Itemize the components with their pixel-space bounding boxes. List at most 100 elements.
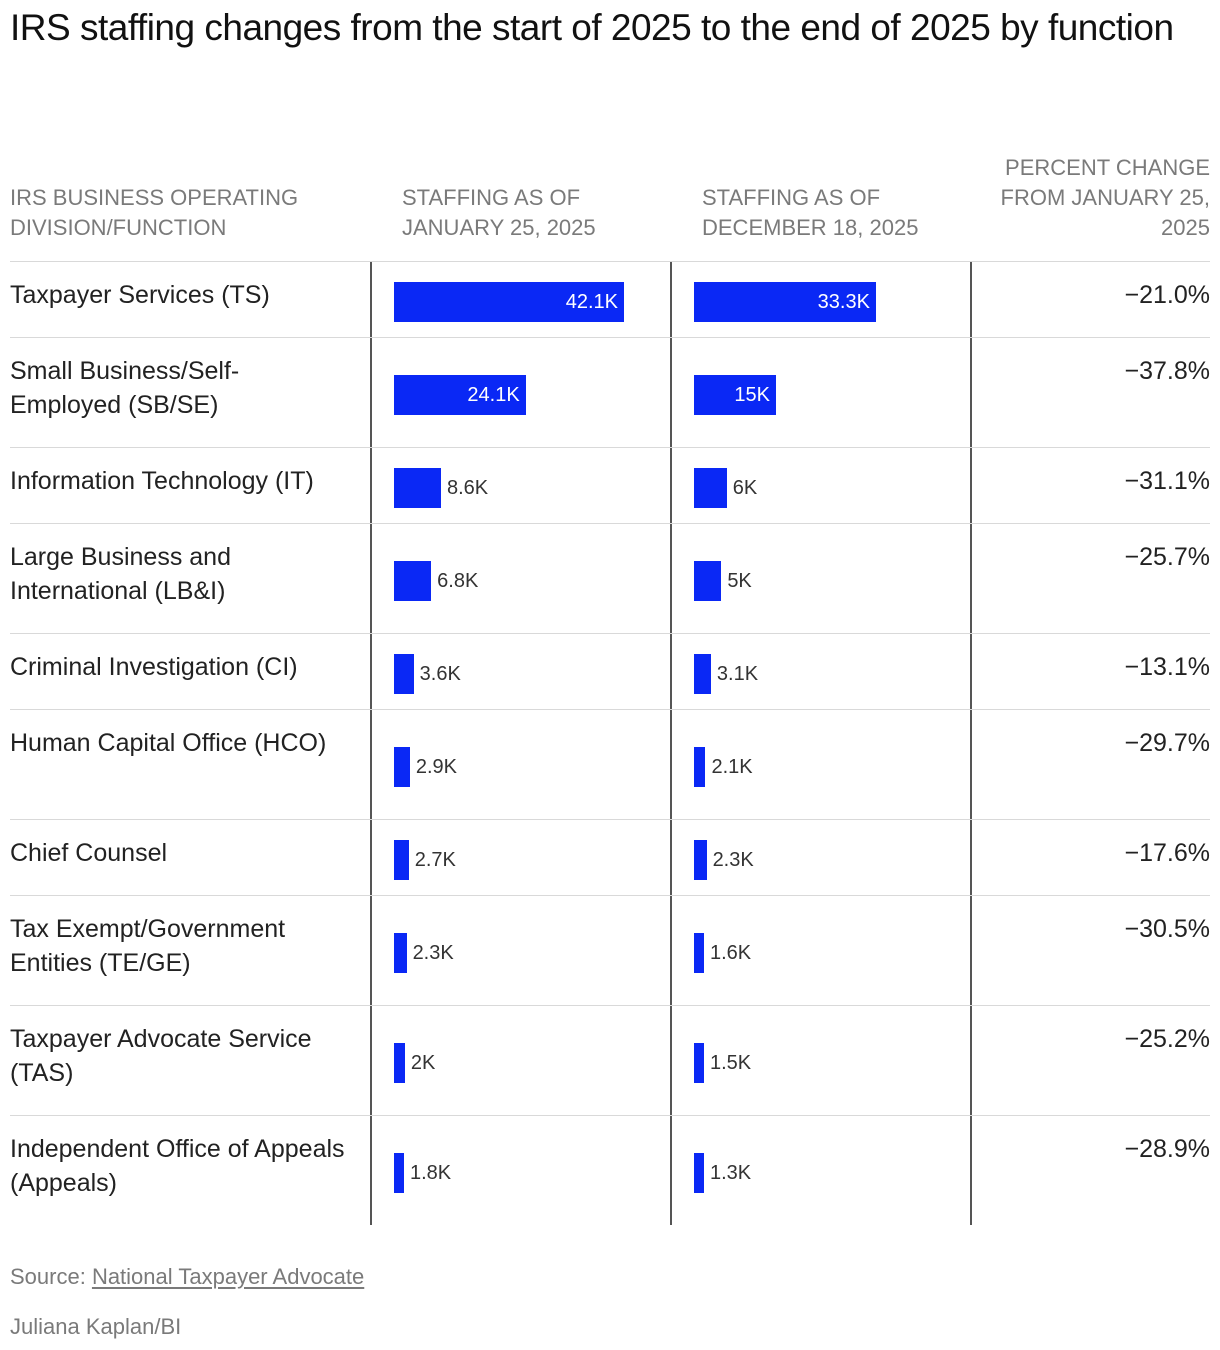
dec-staffing-label: 1.6K [710,942,752,964]
column-divider [970,262,972,337]
source-link[interactable]: National Taxpayer Advocate [91,1264,365,1289]
table-row: Independent Office of Appeals (Appeals) 1… [10,1115,1210,1225]
jan-staffing-bar [394,840,409,880]
jan-staffing-label: 24.1K [467,384,520,406]
jan-staffing-label: 2.7K [414,849,456,871]
table-row: Taxpayer Advocate Service (TAS) 2K 1.5K −25… [10,1005,1210,1115]
table-row: Human Capital Office (HCO) 2.9K 2.1K −29.7% [10,709,1210,819]
dec-staffing-bar [694,747,706,787]
jan-staffing-label: 6.8K [437,570,479,592]
column-divider [970,1006,972,1115]
percent-change: −31.1% [1124,467,1211,495]
column-divider [370,448,372,523]
jan-staffing-label: 3.6K [419,663,461,685]
function-name: Independent Office of Appeals (Appeals) [10,1135,345,1197]
column-divider [970,1116,972,1225]
table-row: Small Business/Self-Employed (SB/SE) 24.1… [10,337,1210,447]
jan-staffing-bar [394,1043,405,1083]
column-divider [370,262,372,337]
jan-staffing-label: 2K [410,1052,436,1074]
table-row: Tax Exempt/Government Entities (TE/GE) 2.… [10,895,1210,1005]
table-row: Criminal Investigation (CI) 3.6K 3.1K −13.1… [10,633,1210,709]
column-divider [970,524,972,633]
dec-staffing-bar [694,840,707,880]
jan-staffing-bar [394,561,432,601]
dec-staffing-label: 3.1K [716,663,759,685]
jan-staffing-bar [394,282,624,322]
column-divider [970,634,972,709]
jan-staffing-bar [394,375,526,415]
percent-change: −25.2% [1124,1025,1211,1053]
dec-staffing-bar [694,1153,704,1193]
column-divider [670,448,672,523]
dec-staffing-label: 2.3K [712,849,754,871]
dec-staffing-bar [694,561,722,601]
dec-staffing-bar [694,1043,704,1083]
column-header-january: STAFFING AS OF JANUARY 25, 2025 [402,185,596,240]
function-name: Human Capital Office (HCO) [10,729,327,757]
column-divider [970,338,972,447]
column-divider [970,710,972,819]
column-divider [670,1006,672,1115]
dec-staffing-bar [694,933,704,973]
table-row: Chief Counsel 2.7K 2.3K −17.6% [10,819,1210,895]
source-note: Source: National Taxpayer Advocate [10,1262,364,1292]
column-divider [670,1116,672,1225]
column-divider [670,338,672,447]
function-name: Chief Counsel [10,839,168,867]
staffing-table: Taxpayer Services (TS) 42.1K 33.3K −21.0% Sm… [10,261,1210,1225]
column-divider [370,710,372,819]
jan-staffing-bar [394,654,414,694]
chart-title: IRS staffing changes from the start of 2… [10,7,1174,48]
column-divider [970,896,972,1005]
credit-line: Juliana Kaplan/BI [10,1314,182,1339]
dec-staffing-label: 6K [732,477,758,499]
function-name: Small Business/Self-Employed (SB/SE) [10,357,240,419]
table-row: Information Technology (IT) 8.6K 6K −31.1% [10,447,1210,523]
dec-staffing-bar [694,282,876,322]
percent-change: −17.6% [1124,839,1211,867]
dec-staffing-label: 1.5K [710,1052,752,1074]
dec-staffing-label: 33.3K [817,291,870,313]
dec-staffing-label: 5K [727,570,752,592]
jan-staffing-label: 1.8K [410,1162,452,1184]
function-name: Taxpayer Advocate Service (TAS) [10,1025,312,1087]
table-row: Large Business and International (LB&I) 6… [10,523,1210,633]
percent-change: −28.9% [1124,1135,1211,1163]
column-divider [370,524,372,633]
dec-staffing-label: 2.1K [711,756,753,778]
dec-staffing-bar [694,375,776,415]
dec-staffing-label: 1.3K [710,1162,752,1184]
function-name: Information Technology (IT) [10,467,314,495]
column-divider [670,710,672,819]
column-header-function: IRS BUSINESS OPERATING DIVISION/FUNCTION [10,185,299,240]
dec-staffing-label: 15K [734,384,770,406]
function-name: Large Business and International (LB&I) [10,543,231,605]
jan-staffing-label: 42.1K [565,291,618,313]
column-divider [370,820,372,895]
column-divider [370,1116,372,1225]
dec-staffing-bar [694,468,727,508]
column-divider [370,896,372,1005]
table-row: Taxpayer Services (TS) 42.1K 33.3K −21.0% [10,261,1210,337]
jan-staffing-label: 2.3K [412,942,454,964]
jan-staffing-bar [394,747,410,787]
jan-staffing-bar [394,1153,404,1193]
column-divider [670,634,672,709]
column-divider [370,1006,372,1115]
column-divider [370,338,372,447]
dec-staffing-bar [694,654,711,694]
jan-staffing-bar [394,933,407,973]
percent-change: −13.1% [1124,653,1211,681]
column-header-december: STAFFING AS OF DECEMBER 18, 2025 [702,185,919,240]
column-divider [670,896,672,1005]
function-name: Criminal Investigation (CI) [10,653,298,681]
percent-change: −30.5% [1124,915,1211,943]
percent-change: −29.7% [1124,729,1211,757]
percent-change: −25.7% [1124,543,1211,571]
column-header-percent-change: PERCENT CHANGE FROM JANUARY 25, 2025 [1000,155,1210,240]
column-divider [970,448,972,523]
function-name: Tax Exempt/Government Entities (TE/GE) [10,915,286,977]
column-divider [670,262,672,337]
jan-staffing-bar [394,468,441,508]
